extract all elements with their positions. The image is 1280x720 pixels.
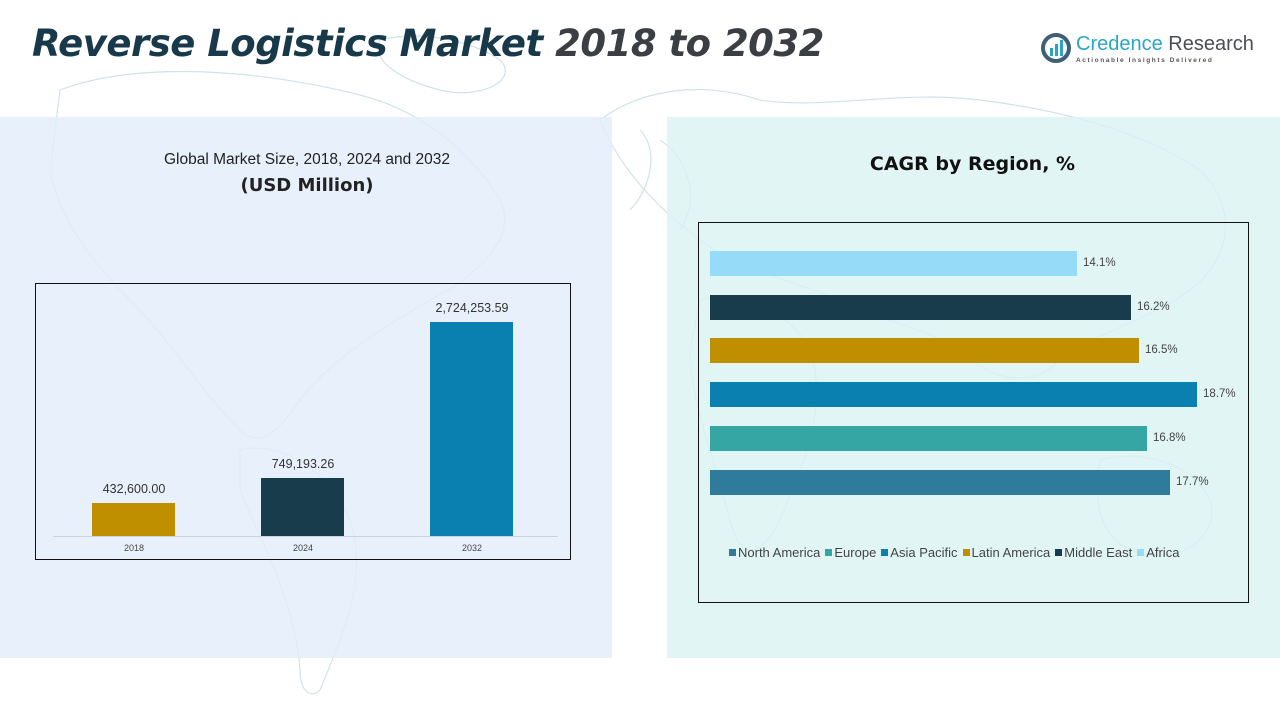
legend-swatch-icon: [1137, 549, 1145, 556]
logo-name-credence: Credence: [1076, 33, 1163, 55]
chart-legend: North America Europe Asia Pacific Latin …: [729, 545, 1184, 560]
value-label-2024: 749,193.26: [271, 457, 335, 471]
legend-label: Europe: [834, 545, 877, 560]
value-label-2032: 2,724,253.59: [435, 301, 509, 315]
title-main: Reverse Logistics Market: [32, 22, 543, 65]
legend-item-asia-pacific: Asia Pacific: [881, 545, 958, 560]
value-label-north-america: 17.7%: [1176, 476, 1209, 488]
value-label-2018: 432,600.00: [102, 482, 166, 496]
logo-tagline: Actionable Insights Delivered: [1076, 57, 1214, 64]
market-size-subtitle: Global Market Size, 2018, 2024 and 2032: [163, 151, 451, 168]
legend-swatch-icon: [1055, 549, 1063, 556]
legend-item-middle-east: Middle East: [1055, 545, 1132, 560]
bar-africa: [710, 251, 1077, 276]
legend-item-latin-america: Latin America: [962, 545, 1051, 560]
legend-label: Africa: [1146, 545, 1180, 560]
category-label-2018: 2018: [123, 543, 145, 553]
x-axis-line: [53, 536, 558, 537]
title-years: 2018 to 2032: [555, 22, 824, 65]
legend-label: Latin America: [971, 545, 1051, 560]
category-label-2032: 2032: [461, 543, 483, 553]
value-label-asia-pacific: 18.7%: [1203, 388, 1236, 400]
page-title: Reverse Logistics Market 2018 to 2032: [32, 18, 824, 70]
legend-swatch-icon: [729, 549, 736, 556]
value-label-latin-america: 16.5%: [1145, 344, 1178, 356]
category-label-2024: 2024: [292, 543, 314, 553]
legend-swatch-icon: [962, 549, 970, 556]
cagr-title: CAGR by Region, %: [869, 153, 1076, 175]
bar-2018: [92, 503, 175, 536]
value-label-africa: 14.1%: [1083, 257, 1116, 269]
bar-north-america: [710, 470, 1170, 495]
market-size-unit: (USD Million): [240, 175, 374, 196]
bar-middle-east: [710, 295, 1131, 320]
logo-name: Credence Research: [1076, 32, 1254, 56]
bar-2032: [430, 322, 513, 536]
bar-asia-pacific: [710, 382, 1197, 407]
bar-latin-america: [710, 338, 1139, 363]
value-label-middle-east: 16.2%: [1137, 301, 1170, 313]
legend-item-north-america: North America: [729, 545, 820, 560]
logo-name-research: Research: [1168, 33, 1254, 55]
cagr-by-region-chart: 14.1% 16.2% 16.5% 18.7% 16.8% 17.7% Nort…: [698, 222, 1249, 603]
legend-item-africa: Africa: [1137, 545, 1179, 560]
bar-chart-circle-icon: [1041, 33, 1071, 63]
credence-research-logo: Credence Research Actionable Insights De…: [1040, 32, 1254, 64]
legend-swatch-icon: [825, 549, 833, 556]
bar-europe: [710, 426, 1147, 451]
legend-label: Asia Pacific: [890, 545, 958, 560]
value-label-europe: 16.8%: [1153, 432, 1186, 444]
market-size-chart: 432,600.00 2018 749,193.26 2024 2,724,25…: [35, 283, 571, 560]
legend-label: North America: [738, 545, 821, 560]
bar-2024: [261, 478, 344, 536]
legend-label: Middle East: [1064, 545, 1133, 560]
legend-item-europe: Europe: [825, 545, 876, 560]
legend-swatch-icon: [881, 549, 889, 556]
